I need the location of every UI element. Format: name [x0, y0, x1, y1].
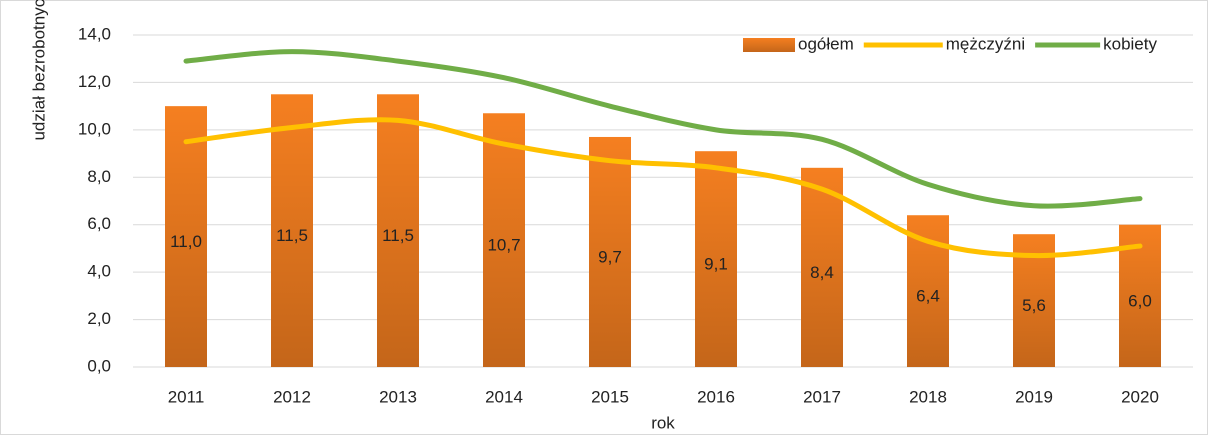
x-tick-label: 2019: [1015, 387, 1053, 406]
x-tick-label: 2013: [379, 387, 417, 406]
line: [183, 117, 1143, 259]
y-tick-label: 4,0: [87, 262, 111, 281]
data-label: 9,7: [598, 247, 622, 266]
data-label: 8,4: [810, 263, 834, 282]
legend-label: ogółem: [798, 34, 854, 53]
x-tick-label: 2018: [909, 387, 947, 406]
legend-label: kobiety: [1103, 34, 1157, 53]
legend-label: mężczyźni: [946, 34, 1025, 53]
y-tick-label: 8,0: [87, 167, 111, 186]
data-label: 11,0: [170, 232, 202, 251]
y-axis-label: udział bezrobotnych %: [29, 0, 48, 141]
y-tick-label: 2,0: [87, 309, 111, 328]
data-label: 9,1: [704, 255, 728, 274]
x-tick-label: 2011: [168, 387, 205, 406]
data-label: 11,5: [382, 226, 414, 245]
data-label: 10,7: [487, 236, 520, 255]
x-tick-label: 2015: [591, 387, 629, 406]
x-tick-label: 2017: [803, 387, 841, 406]
x-tick-label: 2012: [273, 387, 311, 406]
data-label: 11,5: [276, 226, 308, 245]
y-tick-label: 12,0: [78, 72, 111, 91]
y-tick-label: 10,0: [78, 119, 111, 138]
data-label: 6,4: [916, 287, 940, 306]
x-tick-label: 2016: [697, 387, 735, 406]
line: [183, 49, 1143, 209]
y-tick-label: 0,0: [87, 356, 111, 375]
x-axis-label: rok: [651, 413, 675, 432]
x-tick-label: 2014: [485, 387, 523, 406]
y-tick-label: 14,0: [78, 24, 111, 43]
data-label: 6,0: [1128, 291, 1152, 310]
y-tick-label: 6,0: [87, 214, 111, 233]
legend-swatch-shade: [743, 38, 795, 52]
data-label: 5,6: [1022, 296, 1046, 315]
x-tick-label: 2020: [1121, 387, 1159, 406]
